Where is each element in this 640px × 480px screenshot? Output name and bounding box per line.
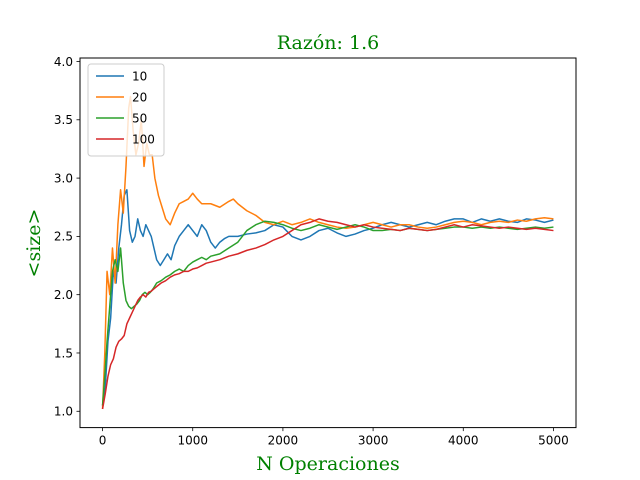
x-tick-label: 1000 (177, 434, 208, 448)
chart-title: Razón: 1.6 (277, 32, 379, 54)
series-line-50 (101, 220, 554, 406)
y-tick-label: 2.0 (54, 288, 73, 302)
y-tick-label: 1.5 (54, 346, 73, 360)
x-tick-label: 4000 (448, 434, 479, 448)
y-tick-label: 4.0 (54, 55, 73, 69)
series-line-10 (101, 189, 554, 406)
x-tick-label: 5000 (538, 434, 569, 448)
y-tick-label: 1.0 (54, 405, 73, 419)
plot-frame (79, 57, 577, 429)
x-axis-label: N Operaciones (256, 453, 399, 475)
x-tick-label: 3000 (358, 434, 389, 448)
y-axis-label: <size> (23, 209, 45, 278)
y-tick-label: 3.5 (54, 113, 73, 127)
x-tick-label: 0 (99, 434, 107, 448)
series-line-100 (101, 218, 554, 410)
axis-ticks: 0 1000 2000 3000 4000 5000 1.0 1.5 2.0 2.5 3.0 3.5 4… (54, 55, 569, 448)
series-line-20 (101, 95, 554, 409)
plot-lines (101, 95, 554, 410)
legend-entry-20: 20 (132, 90, 147, 104)
legend-entry-100: 100 (132, 132, 155, 146)
x-tick-label: 2000 (268, 434, 299, 448)
legend-entry-10: 10 (132, 69, 147, 83)
legend: 10 20 50 100 (87, 63, 165, 157)
y-tick-label: 2.5 (54, 230, 73, 244)
legend-box (87, 63, 165, 157)
legend-entry-50: 50 (132, 111, 147, 125)
y-tick-label: 3.0 (54, 171, 73, 185)
